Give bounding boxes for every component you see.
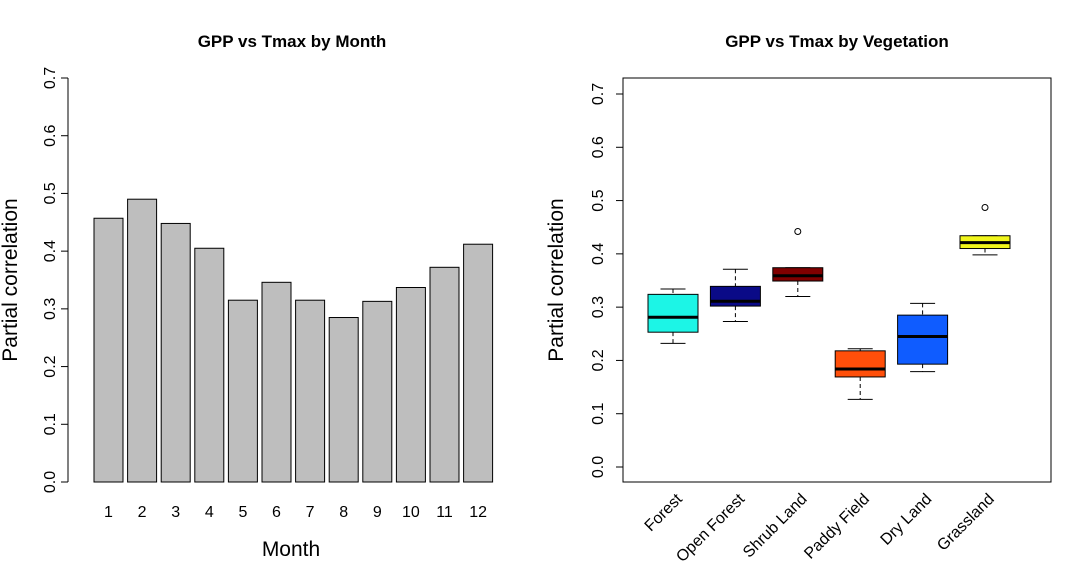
y-tick-label: 0.6: [590, 136, 607, 158]
bars: [93, 198, 494, 483]
y-tick-label: 0.2: [590, 349, 607, 371]
x-tick-label: 11: [436, 504, 453, 521]
y-axis-label: Partial correlation: [0, 198, 22, 361]
x-tick-labels: 1 2 3 4 5 6 7 8 9 10 11 12: [104, 504, 487, 521]
bar: [93, 217, 124, 483]
box-2: [709, 268, 761, 323]
x-tick-label: Forest: [642, 490, 686, 534]
x-tick-label: Paddy Field: [801, 491, 873, 563]
y-axis: 0.0 0.1 0.2 0.3 0.4 0.5 0.6 0.7: [42, 67, 69, 493]
x-tick-label: 10: [402, 504, 420, 521]
bar: [395, 287, 426, 483]
x-tick-label: 7: [306, 504, 315, 521]
x-tick-label: 5: [238, 504, 247, 521]
iqr-box: [834, 350, 886, 378]
chart-title: GPP vs Tmax by Month: [198, 32, 387, 51]
bar: [261, 281, 292, 483]
bar: [227, 299, 258, 483]
x-axis-label: Month: [262, 538, 320, 561]
bar: [194, 247, 225, 483]
box-5: [897, 302, 949, 373]
x-tick-label: 2: [138, 504, 147, 521]
y-tick-label: 0.3: [42, 298, 59, 320]
x-tick-label: Grassland: [934, 491, 998, 555]
x-tick-label: 12: [469, 504, 487, 521]
outlier-point: [794, 227, 802, 235]
outlier-point: [981, 203, 989, 211]
box-6: [959, 203, 1011, 256]
month-bar-chart: GPP vs Tmax by Month Month Partial corre…: [0, 32, 494, 561]
x-tick-label: 4: [205, 504, 214, 521]
chart-title: GPP vs Tmax by Vegetation: [725, 32, 949, 51]
x-tick-label: 1: [104, 504, 113, 521]
iqr-box: [709, 285, 761, 307]
y-axis: 0.0 0.1 0.2 0.3 0.4 0.5 0.6 0.7: [590, 83, 624, 478]
y-tick-label: 0.4: [42, 240, 59, 262]
y-tick-label: 0.5: [42, 182, 59, 204]
box-1: [647, 288, 699, 344]
iqr-box: [897, 314, 949, 365]
bar: [362, 300, 393, 483]
y-tick-label: 0.4: [590, 243, 607, 265]
bar: [127, 198, 158, 483]
bar: [328, 317, 359, 483]
y-tick-label: 0.6: [42, 124, 59, 146]
y-tick-label: 0.7: [42, 67, 59, 89]
iqr-box: [647, 293, 699, 333]
y-tick-label: 0.2: [42, 355, 59, 377]
bar: [429, 266, 460, 483]
y-axis-label: Partial correlation: [545, 198, 568, 361]
x-tick-label: 6: [272, 504, 281, 521]
y-tick-label: 0.7: [590, 83, 607, 105]
y-tick-label: 0.3: [590, 296, 607, 318]
x-tick-label: 9: [373, 504, 382, 521]
vegetation-box-plot: GPP vs Tmax by Vegetation Partial correl…: [545, 32, 1052, 566]
y-tick-label: 0.0: [590, 456, 607, 478]
x-tick-label: 3: [171, 504, 180, 521]
x-tick-label: Dry Land: [878, 491, 936, 549]
bar: [295, 299, 326, 483]
y-tick-label: 0.1: [590, 402, 607, 424]
box-3: [772, 227, 824, 297]
y-tick-label: 0.0: [42, 471, 59, 493]
box-4: [834, 348, 886, 400]
bar: [463, 243, 494, 483]
bar: [160, 222, 191, 483]
y-tick-label: 0.1: [42, 413, 59, 435]
x-tick-label: 8: [339, 504, 348, 521]
plot-frame: [622, 77, 1052, 483]
y-tick-label: 0.5: [590, 189, 607, 211]
boxes: [647, 203, 1011, 400]
x-tick-label: Shrub Land: [740, 491, 811, 562]
